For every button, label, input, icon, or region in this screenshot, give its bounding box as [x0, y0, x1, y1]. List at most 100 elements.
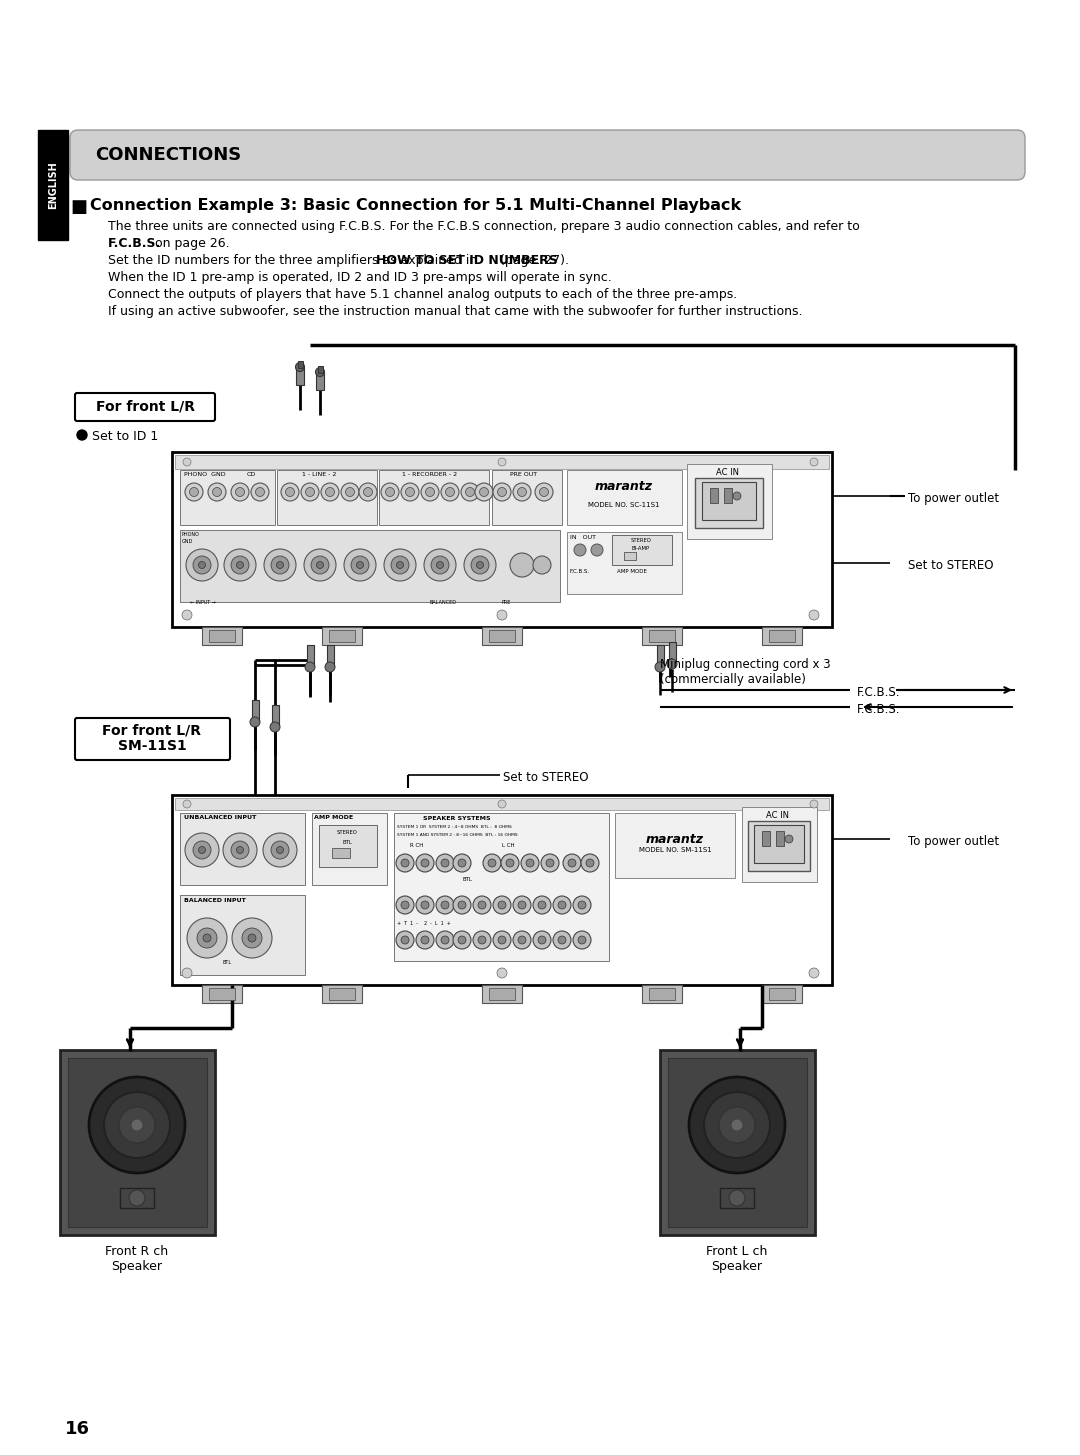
Circle shape	[476, 562, 484, 569]
Text: ENGLISH: ENGLISH	[48, 162, 58, 210]
Circle shape	[518, 936, 526, 944]
Text: Connect the outputs of players that have 5.1 channel analog outputs to each of t: Connect the outputs of players that have…	[108, 288, 738, 301]
Circle shape	[475, 483, 492, 501]
Circle shape	[553, 896, 571, 914]
Text: PRE OUT: PRE OUT	[510, 471, 537, 477]
Circle shape	[416, 931, 434, 949]
Circle shape	[465, 487, 474, 496]
Circle shape	[809, 968, 819, 978]
Circle shape	[197, 928, 217, 949]
Circle shape	[199, 562, 205, 569]
Circle shape	[129, 1190, 145, 1206]
Circle shape	[453, 931, 471, 949]
Text: For front L/R: For front L/R	[103, 723, 202, 738]
Circle shape	[568, 858, 576, 867]
Circle shape	[421, 901, 429, 909]
Circle shape	[391, 556, 409, 575]
Circle shape	[264, 834, 297, 867]
Circle shape	[538, 901, 546, 909]
Circle shape	[473, 931, 491, 949]
Bar	[642, 985, 681, 1002]
Bar	[762, 985, 802, 1002]
FancyBboxPatch shape	[70, 129, 1025, 180]
Circle shape	[535, 483, 553, 501]
Circle shape	[237, 847, 243, 854]
Text: AMP MODE: AMP MODE	[617, 569, 647, 575]
Text: When the ID 1 pre-amp is operated, ID 2 and ID 3 pre-amps will operate in sync.: When the ID 1 pre-amp is operated, ID 2 …	[108, 271, 611, 284]
Circle shape	[464, 549, 496, 581]
Circle shape	[306, 487, 314, 496]
Circle shape	[480, 487, 488, 496]
Circle shape	[183, 968, 192, 978]
Circle shape	[497, 610, 507, 620]
Bar	[316, 372, 324, 390]
Circle shape	[359, 483, 377, 501]
Circle shape	[591, 544, 603, 556]
Circle shape	[396, 931, 414, 949]
Circle shape	[558, 936, 566, 944]
Circle shape	[231, 841, 249, 858]
Text: ← INPUT →: ← INPUT →	[190, 599, 216, 605]
Bar	[769, 988, 795, 1000]
Text: PRE: PRE	[502, 599, 511, 605]
Bar	[319, 825, 377, 867]
Text: AC IN: AC IN	[716, 469, 740, 477]
Circle shape	[538, 936, 546, 944]
Circle shape	[810, 458, 818, 466]
Circle shape	[356, 562, 364, 569]
Bar	[210, 630, 235, 642]
Circle shape	[453, 896, 471, 914]
FancyBboxPatch shape	[75, 717, 230, 760]
Bar	[489, 630, 515, 642]
Circle shape	[401, 901, 409, 909]
Circle shape	[193, 841, 211, 858]
Bar	[38, 129, 68, 240]
Circle shape	[578, 901, 586, 909]
Circle shape	[473, 896, 491, 914]
Circle shape	[305, 662, 315, 672]
Circle shape	[436, 562, 444, 569]
Circle shape	[77, 431, 87, 439]
Circle shape	[553, 931, 571, 949]
Bar	[379, 470, 489, 525]
Circle shape	[396, 562, 404, 569]
Circle shape	[513, 931, 531, 949]
Text: 1 - LINE - 2: 1 - LINE - 2	[302, 471, 336, 477]
Circle shape	[251, 483, 269, 501]
Circle shape	[446, 487, 455, 496]
Circle shape	[729, 1190, 745, 1206]
Circle shape	[573, 896, 591, 914]
Circle shape	[497, 968, 507, 978]
Circle shape	[521, 854, 539, 872]
Circle shape	[809, 610, 819, 620]
Bar	[742, 808, 816, 882]
Circle shape	[325, 487, 335, 496]
Text: If using an active subwoofer, see the instruction manual that came with the subw: If using an active subwoofer, see the in…	[108, 306, 802, 319]
Text: IN   OUT: IN OUT	[570, 535, 596, 540]
Circle shape	[517, 487, 527, 496]
Circle shape	[271, 841, 289, 858]
Circle shape	[311, 556, 329, 575]
Circle shape	[586, 858, 594, 867]
Circle shape	[351, 556, 369, 575]
Text: +  T  1  -    2  -  L  1  +: + T 1 - 2 - L 1 +	[397, 921, 450, 925]
Text: 1 - RECORDER - 2: 1 - RECORDER - 2	[402, 471, 457, 477]
Circle shape	[303, 549, 336, 581]
Text: For front L/R: For front L/R	[95, 400, 194, 415]
Bar	[489, 988, 515, 1000]
Text: To power outlet: To power outlet	[908, 835, 999, 848]
Text: R CH: R CH	[410, 842, 423, 848]
Bar	[642, 627, 681, 645]
Circle shape	[185, 834, 219, 867]
Bar	[202, 985, 242, 1002]
Circle shape	[421, 936, 429, 944]
Bar	[297, 361, 302, 368]
Circle shape	[249, 717, 260, 728]
Bar	[754, 825, 804, 863]
Bar	[762, 627, 802, 645]
Bar	[312, 813, 387, 885]
Circle shape	[731, 1119, 743, 1131]
Bar	[322, 627, 362, 645]
Text: (page. 27).: (page. 27).	[496, 255, 569, 268]
Circle shape	[222, 834, 257, 867]
